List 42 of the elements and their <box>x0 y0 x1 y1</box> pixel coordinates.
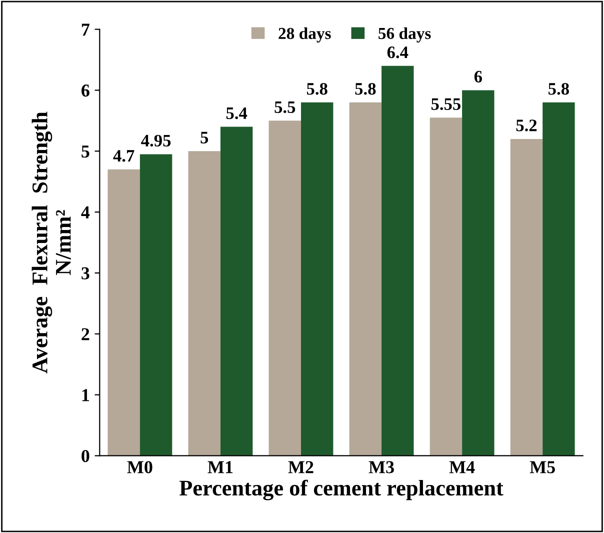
legend-label: 28 days <box>278 27 331 43</box>
y-tick-label: 2 <box>82 328 90 340</box>
bar <box>268 120 301 456</box>
data-label: 5.5 <box>274 101 296 114</box>
data-label: 6 <box>474 70 482 83</box>
data-label: 4.95 <box>141 134 171 147</box>
bar <box>188 151 220 456</box>
bar <box>430 118 462 456</box>
x-axis-title: Percentage of cement replacement <box>179 480 504 500</box>
y-axis-title: Average Flexural Strength N/mm² <box>32 112 71 374</box>
bar <box>510 138 543 456</box>
bar <box>349 102 382 456</box>
x-tick-label: M0 <box>127 461 152 474</box>
x-tick-label: M5 <box>530 461 555 474</box>
y-tick-label: 7 <box>82 24 90 36</box>
y-tick-label: 4 <box>81 206 90 218</box>
bar <box>542 102 575 456</box>
x-tick-label: M1 <box>208 461 233 474</box>
data-label: 6.4 <box>387 46 408 58</box>
y-tick-label: 6 <box>82 84 90 97</box>
data-label: 5.4 <box>226 107 248 120</box>
x-tick-label: M2 <box>288 461 314 474</box>
data-label: 5.2 <box>516 120 537 132</box>
y-tick-label: 1 <box>82 389 90 402</box>
data-label: 5.8 <box>306 83 328 95</box>
bar <box>382 66 414 456</box>
bar <box>220 126 253 456</box>
y-tick-label: 0 <box>82 450 90 462</box>
bar <box>140 154 172 456</box>
data-label: 5 <box>200 132 208 144</box>
data-label: 4.7 <box>113 150 134 162</box>
x-tick-label: M3 <box>368 461 394 474</box>
y-tick-label: 3 <box>82 267 90 280</box>
bar <box>108 169 140 456</box>
data-label: 5.8 <box>355 83 376 95</box>
x-tick-label: M4 <box>449 461 475 474</box>
bar <box>300 102 334 456</box>
data-label: 5.55 <box>431 98 461 110</box>
legend-label: 56 days <box>378 27 431 43</box>
data-label: 5.8 <box>548 83 569 95</box>
bar <box>462 90 494 456</box>
y-tick-label: 5 <box>82 146 90 158</box>
